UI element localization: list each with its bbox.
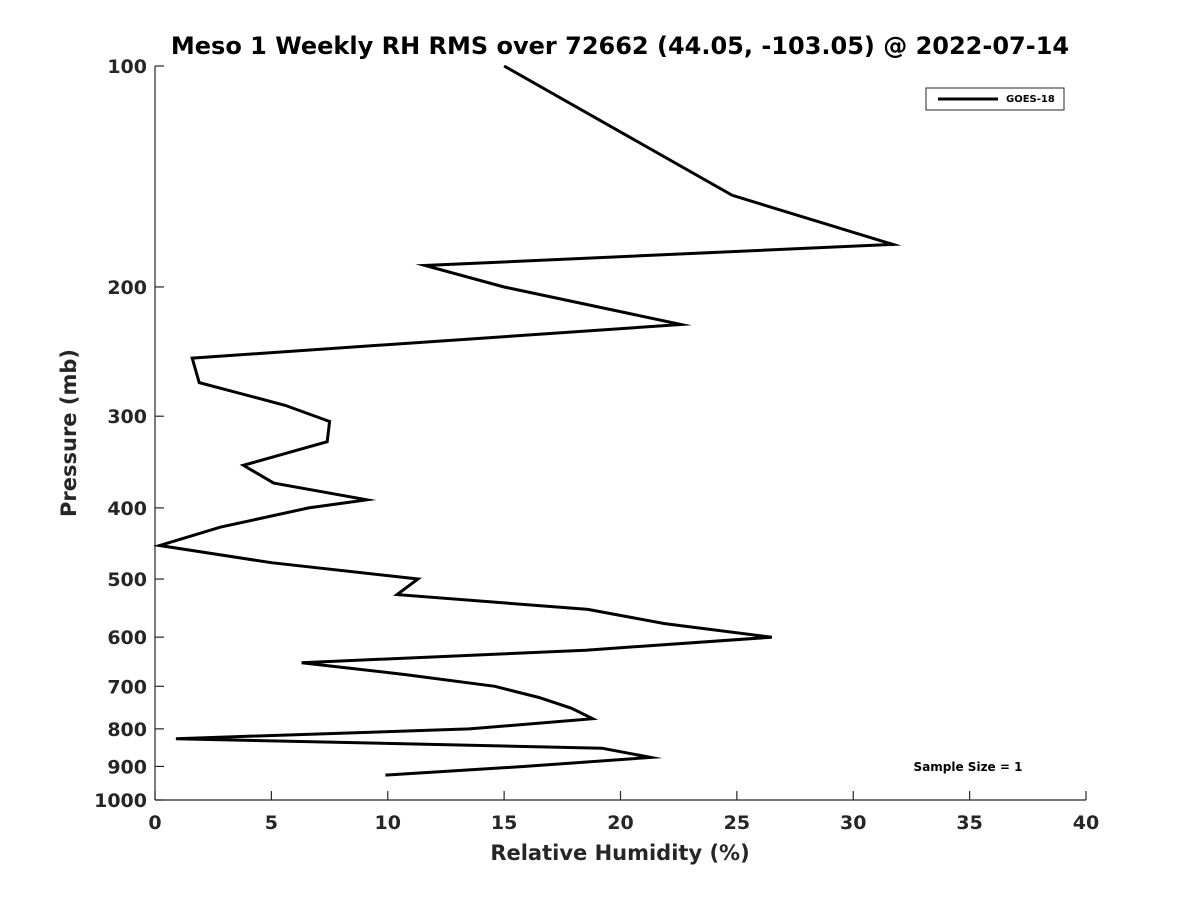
data-point [273,483,274,484]
series-layer [152,64,902,777]
legend-series-label: GOES-18 [1006,94,1055,105]
y-tick-label: 200 [107,277,147,299]
data-point [681,324,682,325]
data-point [385,775,386,776]
y-tick-label: 700 [107,676,147,698]
chart-title: Meso 1 Weekly RH RMS over 72662 (44.05, … [171,32,1069,60]
data-point [406,674,407,675]
x-tick-label: 0 [148,812,161,834]
plot-frame [154,66,1086,801]
x-tick-label: 25 [724,812,750,834]
data-point [469,728,470,729]
x-tick-label: 5 [265,812,278,834]
x-tick-label: 35 [956,812,982,834]
data-point [732,195,733,196]
data-point [175,738,176,739]
data-point [285,405,286,406]
sample-size-annotation: Sample Size = 1 [914,760,1023,774]
data-point [366,499,367,500]
data-point [504,66,505,67]
data-point [601,748,602,749]
data-point [397,594,398,595]
data-point [494,686,495,687]
x-tick-label: 20 [607,812,633,834]
data-point [425,265,426,266]
x-axis-title: Relative Humidity (%) [490,841,749,865]
y-tick-label: 100 [107,56,147,78]
data-point [159,545,160,546]
y-tick-label: 600 [107,627,147,649]
data-point [539,697,540,698]
x-tick-label: 15 [491,812,517,834]
data-point [271,562,272,563]
y-axis-ticks: 100 200 300 400 500 600 700 800 900 1000 [94,56,164,812]
series-line-goes-18 [152,64,902,777]
data-point [771,637,772,638]
data-point [329,421,330,422]
x-tick-label: 10 [375,812,401,834]
x-tick-label: 40 [1073,812,1099,834]
data-point [592,718,593,719]
data-point [192,358,193,359]
y-tick-label: 800 [107,719,147,741]
data-point [525,766,526,767]
data-point [220,527,221,528]
data-point [892,244,893,245]
legend: GOES-18 [925,87,1065,111]
y-tick-label: 400 [107,498,147,520]
y-tick-label: 500 [107,569,147,591]
data-point [301,662,302,663]
data-point [418,579,419,580]
data-point [585,650,586,651]
data-point [308,507,309,508]
y-tick-label: 900 [107,756,147,778]
y-tick-label: 1000 [94,790,147,812]
data-point [571,708,572,709]
data-point [243,465,244,466]
data-point [199,382,200,383]
data-point [504,287,505,288]
data-point [327,441,328,442]
x-axis-ticks: 0 5 10 15 20 25 30 35 40 [148,791,1099,834]
data-point [664,623,665,624]
data-point [650,757,651,758]
data-point [587,609,588,610]
x-tick-label: 30 [840,812,866,834]
y-tick-label: 300 [107,406,147,428]
y-axis-title: Pressure (mb) [57,349,81,517]
